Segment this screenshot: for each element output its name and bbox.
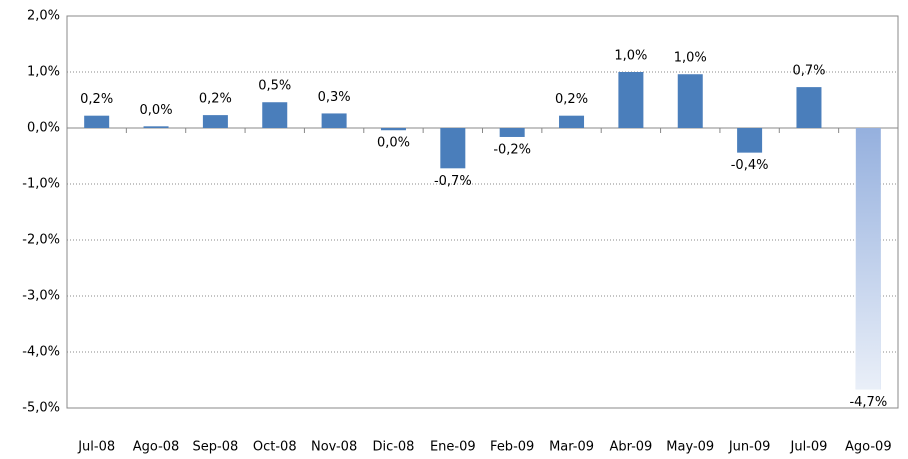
- y-tick-label: -3,0%: [22, 289, 60, 304]
- bar-shade: [855, 128, 881, 390]
- value-label: 1,0%: [674, 51, 707, 66]
- x-tick-label: Ago-09: [845, 440, 892, 455]
- bar: [677, 74, 703, 128]
- x-tick-label: Mar-09: [549, 440, 594, 455]
- bar: [321, 113, 347, 128]
- bar: [143, 126, 169, 128]
- value-label: 0,2%: [199, 92, 232, 107]
- y-tick-label: -2,0%: [22, 233, 60, 248]
- bar: [380, 128, 406, 131]
- y-tick-label: 0,0%: [27, 121, 60, 136]
- x-tick-label: Nov-08: [311, 440, 357, 455]
- x-tick-label: Oct-08: [253, 440, 297, 455]
- value-label: -0,2%: [493, 142, 531, 157]
- bar: [559, 115, 585, 128]
- x-tick-label: Jul-09: [790, 440, 828, 455]
- x-tick-label: Abr-09: [609, 440, 652, 455]
- value-label: 0,7%: [792, 64, 825, 79]
- bar: [737, 128, 763, 153]
- bar: [262, 102, 288, 128]
- value-label: -0,7%: [434, 174, 472, 189]
- y-tick-label: -4,0%: [22, 345, 60, 360]
- x-tick-label: May-09: [666, 440, 714, 455]
- x-tick-label: Jun-09: [728, 440, 771, 455]
- bar: [84, 115, 110, 128]
- y-tick-label: 1,0%: [27, 65, 60, 80]
- plot-frame: [66, 15, 899, 409]
- value-label: 0,2%: [555, 92, 588, 107]
- bar: [440, 128, 466, 169]
- bar: [202, 115, 228, 128]
- value-label: 0,5%: [258, 79, 291, 94]
- bar: [618, 72, 644, 128]
- value-label: 0,3%: [318, 90, 351, 105]
- x-tick-label: Dic-08: [372, 440, 414, 455]
- value-label: 0,0%: [377, 136, 410, 151]
- y-tick-label: 2,0%: [27, 9, 60, 24]
- x-tick-label: Feb-09: [490, 440, 534, 455]
- bar: [499, 128, 525, 137]
- x-tick-label: Sep-08: [193, 440, 239, 455]
- bar: [796, 87, 822, 128]
- value-label: -0,4%: [731, 158, 769, 173]
- y-tick-label: -5,0%: [22, 401, 60, 416]
- value-label: 1,0%: [614, 49, 647, 64]
- x-tick-label: Jul-08: [77, 440, 115, 455]
- value-label: -4,7%: [849, 395, 887, 410]
- x-tick-label: Ago-08: [133, 440, 180, 455]
- x-tick-label: Ene-09: [430, 440, 476, 455]
- value-label: 0,2%: [80, 92, 113, 107]
- y-tick-label: -1,0%: [22, 177, 60, 192]
- value-label: 0,0%: [140, 103, 173, 118]
